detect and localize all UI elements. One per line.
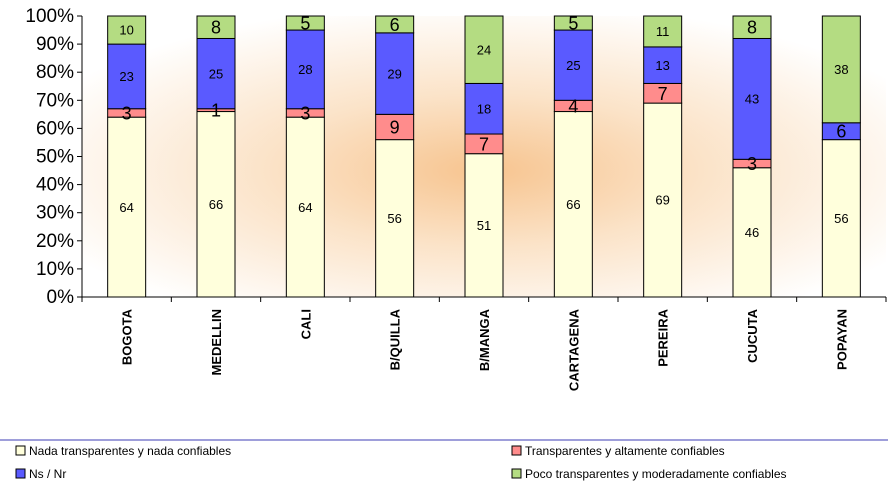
bar-segment	[107, 43, 147, 110]
legend-swatch	[511, 445, 522, 456]
legend-label: Poco transparentes y moderadamente confi…	[525, 467, 787, 481]
y-tick-label: 80%	[36, 62, 74, 83]
category-label: BOGOTA	[120, 308, 135, 365]
bar-segment	[285, 116, 325, 298]
value-labels: 6432310661258643285569296517182466425569…	[119, 14, 848, 241]
y-tick-label: 30%	[36, 203, 74, 224]
legend-label: Transparentes y altamente confiables	[525, 444, 725, 458]
data-label: 3	[122, 103, 132, 123]
data-label: 69	[655, 193, 669, 208]
data-label: 28	[298, 62, 312, 77]
y-tick-label: 50%	[36, 147, 74, 168]
data-label: 11	[656, 24, 670, 39]
data-label: 3	[300, 103, 310, 123]
category-label: PEREIRA	[656, 308, 671, 366]
data-label: 25	[566, 58, 580, 73]
bar-segment	[553, 111, 593, 298]
y-tick-label: 40%	[36, 175, 74, 196]
bar-segment	[821, 15, 861, 124]
data-label: 4	[568, 96, 578, 116]
data-label: 18	[477, 101, 491, 116]
data-label: 51	[477, 218, 491, 233]
category-labels: BOGOTA MEDELLIN CALI B/QUILLA B/MANGA CARTAGE…	[120, 308, 850, 391]
data-label: 7	[658, 84, 668, 104]
y-tick-label: 0%	[47, 287, 75, 308]
bar-segment	[643, 102, 683, 298]
data-label: 38	[834, 62, 848, 77]
y-tick-label: 60%	[36, 118, 74, 139]
bar-segment	[553, 15, 593, 31]
data-label: 8	[747, 18, 757, 38]
bar-segment	[732, 15, 772, 39]
data-label: 13	[655, 58, 669, 73]
legend-swatch	[15, 445, 26, 456]
data-label: 5	[568, 14, 578, 34]
data-label: 56	[834, 211, 848, 226]
data-label: 66	[209, 197, 223, 212]
data-label: 5	[300, 14, 310, 34]
data-label: 10	[119, 23, 133, 38]
category-label: CALI	[298, 309, 313, 339]
category-label: B/QUILLA	[388, 308, 403, 370]
legend-swatch	[15, 468, 26, 479]
data-label: 9	[390, 117, 400, 137]
category-label: MEDELLIN	[209, 309, 224, 375]
data-label: 46	[745, 225, 759, 240]
data-label: 64	[298, 200, 312, 215]
data-label: 66	[566, 197, 580, 212]
bar-segment	[375, 113, 415, 141]
data-label: 6	[836, 122, 846, 142]
bar-segment	[285, 29, 325, 110]
bar-segment	[196, 111, 236, 298]
data-label: 56	[387, 211, 401, 226]
bar-segment	[375, 139, 415, 298]
bar-segment	[464, 15, 504, 84]
y-tick-label: 100%	[25, 6, 74, 27]
data-label: 43	[745, 92, 759, 107]
category-label: POPAYAN	[834, 309, 849, 370]
bar-segment	[553, 29, 593, 101]
y-tick-label: 10%	[36, 259, 74, 280]
data-label: 24	[477, 42, 491, 57]
bar-segment	[196, 37, 236, 110]
y-tick-label: 20%	[36, 231, 74, 252]
data-label: 23	[119, 69, 133, 84]
legend: Nada transparentes y nada confiables Tran…	[0, 439, 888, 481]
bar-segment	[821, 139, 861, 298]
category-label: CARTAGENA	[566, 308, 581, 391]
data-label: 1	[211, 101, 221, 121]
bar-segment	[643, 15, 683, 48]
bar-segment	[464, 153, 504, 298]
bar-segment	[375, 15, 415, 34]
data-label: 25	[209, 66, 223, 81]
bar-segment	[732, 37, 772, 160]
data-label: 8	[211, 18, 221, 38]
bar-segment	[196, 15, 236, 39]
bar-segment	[732, 167, 772, 298]
legend-label: Ns / Nr	[29, 467, 66, 481]
y-tick-label: 70%	[36, 90, 74, 111]
bar-segment	[107, 15, 147, 45]
bars	[107, 15, 861, 298]
bar-segment	[107, 116, 147, 298]
y-tick-label: 90%	[36, 34, 74, 55]
legend-label: Nada transparentes y nada confiables	[29, 444, 231, 458]
data-label: 29	[387, 66, 401, 81]
data-label: 64	[119, 200, 133, 215]
bar-segment	[285, 15, 325, 31]
data-label: 3	[747, 154, 757, 174]
bar-segment	[464, 82, 504, 135]
legend-swatch	[511, 468, 522, 479]
data-label: 7	[479, 134, 489, 154]
category-label: B/MANGA	[477, 308, 492, 371]
data-label: 6	[390, 15, 400, 35]
category-label: CUCUTA	[745, 308, 760, 363]
